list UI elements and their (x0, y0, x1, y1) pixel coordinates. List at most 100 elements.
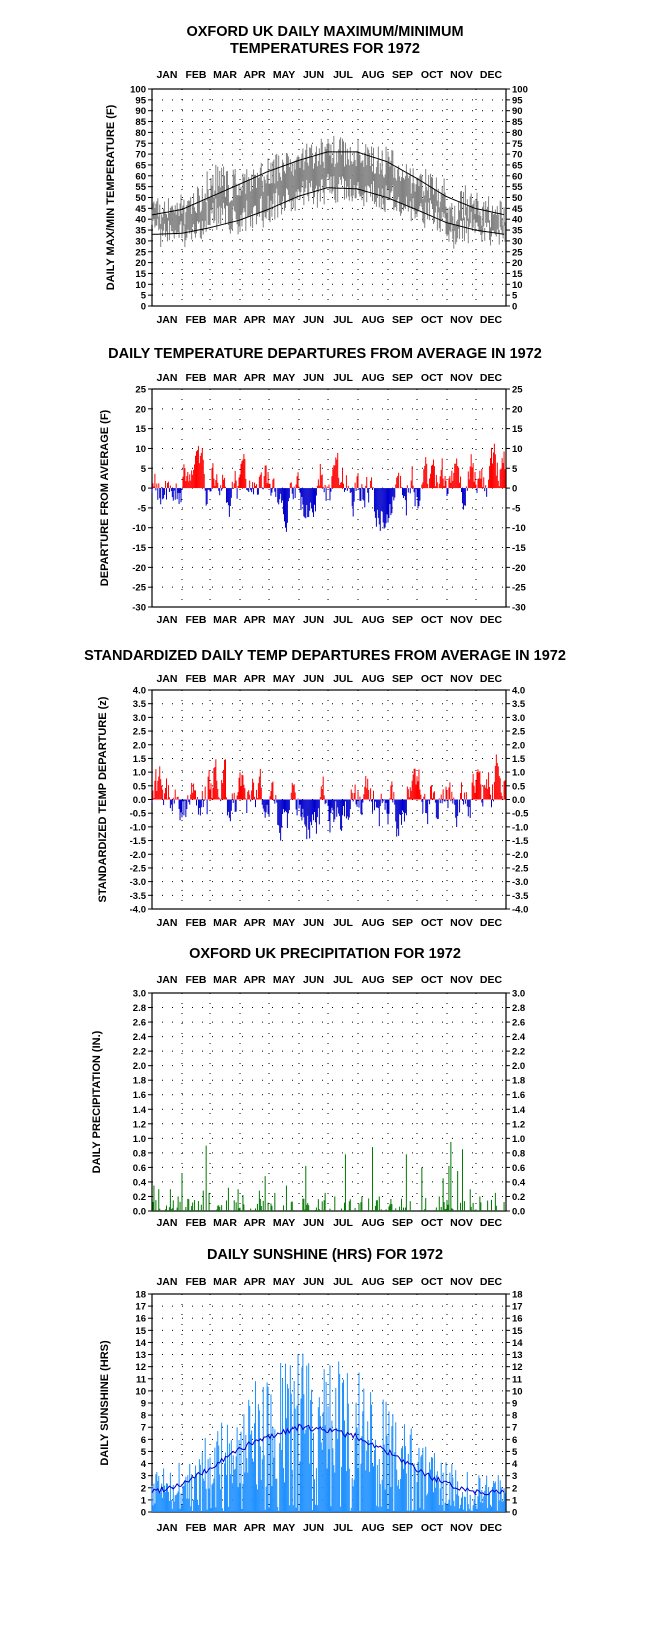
y-tick-label-left: 3.0 (133, 713, 146, 724)
y-tick-label-left: -1.5 (130, 836, 147, 847)
month-label: MAY (273, 314, 295, 326)
y-tick-label-left: 1.8 (133, 1076, 146, 1087)
month-label: MAR (213, 69, 237, 81)
y-tick-label-right: 2.6 (512, 1018, 525, 1029)
month-label: JUN (303, 1276, 324, 1288)
y-tick-label-left: 0.6 (133, 1163, 146, 1174)
y-tick-label-right: 3 (512, 1471, 517, 1482)
month-label: APR (243, 1522, 266, 1534)
y-tick-label-left: -2.0 (130, 850, 146, 861)
month-label: JUN (303, 917, 324, 929)
y-tick-label-right: -30 (512, 603, 526, 614)
y-tick-label-left: 20 (135, 258, 146, 269)
y-tick-label-left: 35 (135, 226, 146, 237)
month-label: DEC (480, 673, 503, 685)
y-tick-label-left: 20 (135, 404, 146, 415)
y-tick-label-right: 5 (512, 291, 518, 302)
month-label: DEC (480, 1217, 503, 1229)
y-tick-label-right: 15 (512, 424, 523, 435)
month-label: APR (243, 614, 266, 626)
month-label: SEP (392, 372, 413, 384)
plot-frame (151, 992, 507, 1212)
y-tick-label-left: 85 (135, 117, 146, 128)
month-label: FEB (186, 1217, 207, 1229)
y-tick-label-right: 0.0 (512, 1207, 525, 1218)
month-label: FEB (186, 917, 207, 929)
y-tick-label-left: 1.0 (133, 1134, 146, 1145)
month-label: MAR (213, 614, 237, 626)
month-label: APR (243, 314, 266, 326)
y-tick-label-right: 0.6 (512, 1163, 525, 1174)
y-tick-label-right: 6 (512, 1435, 517, 1446)
month-label: DEC (480, 1276, 503, 1288)
y-tick-label-left: 95 (135, 95, 146, 106)
chart-sunshine: DAILY SUNSHINE (HRS) FOR 1972 JAN JAN FEB FE… (99, 1247, 523, 1534)
month-label: MAY (273, 1217, 295, 1229)
y-tick-label-right: 50 (512, 193, 523, 204)
y-tick-label-left: 1.2 (133, 1119, 146, 1130)
month-label: AUG (361, 917, 384, 929)
y-tick-label-right: -1.5 (512, 836, 529, 847)
y-tick-label-left: 3.0 (133, 989, 146, 1000)
month-label: JUL (333, 1276, 353, 1288)
y-tick-label-right: -3.5 (512, 891, 529, 902)
y-tick-label-left: 6 (141, 1435, 146, 1446)
month-label: OCT (421, 673, 444, 685)
y-tick-label-left: 10 (135, 444, 146, 455)
y-tick-label-right: 25 (512, 247, 523, 258)
y-tick-label-right: 60 (512, 171, 523, 182)
y-tick-label-right: 55 (512, 182, 523, 193)
y-tick-label-right: 12 (512, 1362, 523, 1373)
y-tick-label-right: -3.0 (512, 877, 528, 888)
y-tick-label-right: 7 (512, 1423, 517, 1434)
y-tick-label-left: 8 (141, 1411, 146, 1422)
y-tick-label-right: 4 (512, 1459, 518, 1470)
month-label: OCT (421, 1217, 444, 1229)
y-tick-label-left: 100 (130, 85, 146, 96)
month-label: OCT (421, 372, 444, 384)
y-tick-label-left: 13 (135, 1350, 146, 1361)
month-label: JAN (156, 1522, 177, 1534)
month-label: JUL (333, 673, 353, 685)
month-label: FEB (186, 673, 207, 685)
month-label: SEP (392, 917, 413, 929)
y-tick-label-left: -20 (132, 563, 146, 574)
month-label: JAN (156, 614, 177, 626)
y-tick-label-right: 10 (512, 444, 523, 455)
y-tick-label-right: 13 (512, 1350, 523, 1361)
y-tick-label-left: 14 (135, 1338, 146, 1349)
y-tick-label-right: 15 (512, 269, 523, 280)
month-label: NOV (450, 917, 473, 929)
y-tick-label-left: 5 (141, 1447, 147, 1458)
month-label: SEP (392, 974, 413, 986)
y-tick-label-left: 1.0 (133, 768, 146, 779)
y-tick-label-right: 0.5 (512, 781, 526, 792)
month-label: MAY (273, 614, 295, 626)
month-label: AUG (361, 614, 384, 626)
y-tick-label-left: 1 (141, 1495, 147, 1506)
y-tick-label-right: 20 (512, 404, 523, 415)
y-tick-label-left: 90 (135, 106, 146, 117)
y-tick-label-left: 2.5 (133, 727, 147, 738)
chart-title: DAILY SUNSHINE (HRS) FOR 1972 (207, 1247, 443, 1263)
y-tick-label-right: 1.0 (512, 768, 525, 779)
month-label: JUN (303, 614, 324, 626)
month-label: JAN (156, 917, 177, 929)
y-tick-label-right: 3.0 (512, 989, 525, 1000)
y-tick-label-left: 15 (135, 1326, 146, 1337)
y-tick-label-right: 18 (512, 1290, 523, 1301)
month-label: OCT (421, 69, 444, 81)
month-label: MAR (213, 372, 237, 384)
month-label: APR (243, 1276, 266, 1288)
y-tick-label-right: 15 (512, 1326, 523, 1337)
y-tick-label-left: 75 (135, 139, 146, 150)
y-tick-label-left: 0.2 (133, 1192, 146, 1203)
y-tick-label-right: 70 (512, 150, 523, 161)
month-label: AUG (361, 69, 384, 81)
month-label: FEB (186, 314, 207, 326)
chart-departures: DAILY TEMPERATURE DEPARTURES FROM AVERAG… (99, 346, 542, 626)
month-label: AUG (361, 673, 384, 685)
month-label: FEB (186, 1276, 207, 1288)
y-tick-label-left: 30 (135, 236, 146, 247)
